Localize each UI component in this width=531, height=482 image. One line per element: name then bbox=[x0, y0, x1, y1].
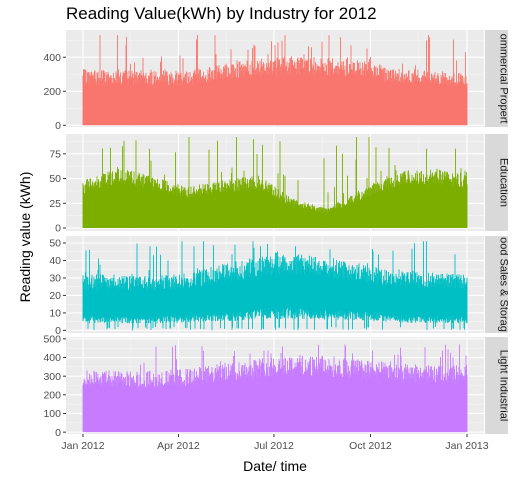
y-tick-label: 300 bbox=[43, 371, 61, 383]
y-tick-label: 0 bbox=[55, 120, 61, 132]
y-tick-label: 40 bbox=[49, 255, 61, 267]
y-tick-label: 25 bbox=[49, 198, 61, 210]
y-tick-label: 20 bbox=[49, 290, 61, 302]
y-tick-label: 0 bbox=[55, 223, 61, 235]
y-tick-label: 10 bbox=[49, 308, 61, 320]
strip-label-wrap: Light Industrial bbox=[498, 350, 510, 422]
y-axis-title: Reading value (kWh) bbox=[17, 172, 33, 303]
x-axis-title: Date/ time bbox=[243, 458, 307, 474]
panel-1: 0 25 50 75 Education bbox=[49, 134, 510, 235]
panel-3: 0 100 200 300 400 500 Light Industrial bbox=[43, 334, 510, 439]
series-line bbox=[82, 241, 468, 331]
strip-background bbox=[485, 134, 508, 231]
y-tick-label: 200 bbox=[43, 86, 61, 98]
series-line bbox=[82, 35, 468, 126]
y-tick-label: 30 bbox=[49, 273, 61, 285]
x-tick-label: Jan 2012 bbox=[61, 440, 104, 452]
y-tick-label: 50 bbox=[49, 173, 61, 185]
strip-label: Light Industrial bbox=[498, 350, 510, 422]
panel-2: 0 10 20 30 40 50 ood Sales & Storag bbox=[49, 236, 510, 337]
strip-label: ood Sales & Storag bbox=[498, 237, 510, 332]
y-tick-label: 100 bbox=[43, 408, 61, 420]
y-tick-label: 200 bbox=[43, 390, 61, 402]
strip-background bbox=[485, 30, 508, 127]
y-tick-label: 50 bbox=[49, 238, 61, 250]
strip-label-wrap: ommercial Propert bbox=[498, 34, 510, 124]
y-tick-label: 400 bbox=[43, 52, 61, 64]
strip-label-wrap: ood Sales & Storag bbox=[498, 237, 510, 332]
y-tick-label: 0 bbox=[55, 427, 61, 439]
x-tick-label: Apr 2012 bbox=[157, 440, 200, 452]
strip-label-wrap: Education bbox=[498, 158, 510, 207]
strip-label: Education bbox=[498, 158, 510, 207]
x-tick-label: Oct 2012 bbox=[349, 440, 392, 452]
x-axis: Jan 2012 Apr 2012 Jul 2012 Oct 2012 Jan 2013 bbox=[61, 434, 489, 452]
panel-0: 0 200 400 ommercial Propert bbox=[43, 30, 510, 132]
strip-background bbox=[485, 236, 508, 333]
x-tick-label: Jan 2013 bbox=[445, 440, 488, 452]
strip-label: ommercial Propert bbox=[498, 34, 510, 124]
y-tick-label: 400 bbox=[43, 352, 61, 364]
x-tick-label: Jul 2012 bbox=[254, 440, 294, 452]
y-tick-label: 75 bbox=[49, 148, 61, 160]
strip-background bbox=[485, 337, 508, 434]
series-line bbox=[82, 137, 468, 228]
series-line bbox=[82, 344, 468, 433]
y-tick-label: 500 bbox=[43, 334, 61, 346]
chart-title: Reading Value(kWh) by Industry for 2012 bbox=[66, 4, 377, 23]
y-tick-label: 0 bbox=[55, 325, 61, 337]
